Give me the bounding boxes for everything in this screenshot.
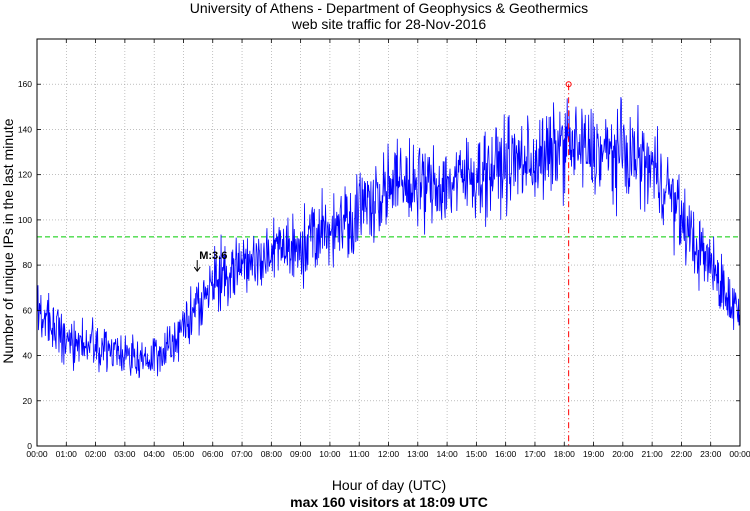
x-tick-label: 00:00 [26,449,48,459]
x-tick-label: 19:00 [583,449,605,459]
y-tick-label: 100 [18,215,32,225]
traffic-series-line [36,97,741,379]
x-tick-label: 14:00 [436,449,458,459]
annotation-arrow-head [193,266,201,272]
x-tick-label: 06:00 [202,449,224,459]
x-tick-label: 11:00 [349,449,370,459]
grid [37,39,740,446]
annotation-arrow [193,260,201,272]
x-tick-label: 16:00 [495,449,517,459]
x-tick-label: 18:00 [554,449,576,459]
x-tick-label: 17:00 [524,449,546,459]
chart-title: University of Athens - Department of Geo… [190,0,588,16]
y-tick-label: 160 [18,79,32,89]
x-tick-label: 22:00 [671,449,693,459]
x-tick-label: 23:00 [700,449,722,459]
x-tick-label: 10:00 [319,449,341,459]
x-tick-label: 07:00 [231,449,253,459]
x-tick-label: 09:00 [290,449,312,459]
x-tick-label: 04:00 [144,449,166,459]
y-tick-label: 0 [27,441,32,451]
max-point-marker [565,81,572,88]
x-tick-label: 15:00 [466,449,488,459]
x-tick-label: 12:00 [378,449,400,459]
y-tick-label: 60 [23,305,33,315]
chart-footer: max 160 visitors at 18:09 UTC [290,494,488,510]
x-tick-label: 00:00 [729,449,750,459]
y-axis-label: Number of unique IPs in the last minute [0,118,16,363]
x-axis-ticks: 00:00 01:00 02:00 03:00 04:00 05:00 06:00 07:00… [26,39,750,459]
x-tick-label: 20:00 [612,449,634,459]
y-tick-label: 40 [23,351,33,361]
x-tick-label: 02:00 [85,449,107,459]
x-tick-label: 13:00 [407,449,429,459]
x-tick-label: 03:00 [114,449,136,459]
x-tick-label: 01:00 [56,449,78,459]
annotation-label: M:3.6 [199,250,227,262]
x-tick-label: 21:00 [641,449,663,459]
x-tick-label: 05:00 [173,449,195,459]
y-tick-label: 80 [23,260,33,270]
y-tick-label: 120 [18,170,32,180]
x-tick-label: 08:00 [261,449,283,459]
y-tick-label: 20 [23,396,33,406]
y-axis-ticks: 0 20 40 60 80 100 120 140 160 [18,79,740,451]
x-axis-label: Hour of day (UTC) [332,477,446,493]
y-tick-label: 140 [18,124,32,134]
max-marker-layer [565,81,572,446]
chart-subtitle: web site traffic for 28-Nov-2016 [291,16,486,32]
